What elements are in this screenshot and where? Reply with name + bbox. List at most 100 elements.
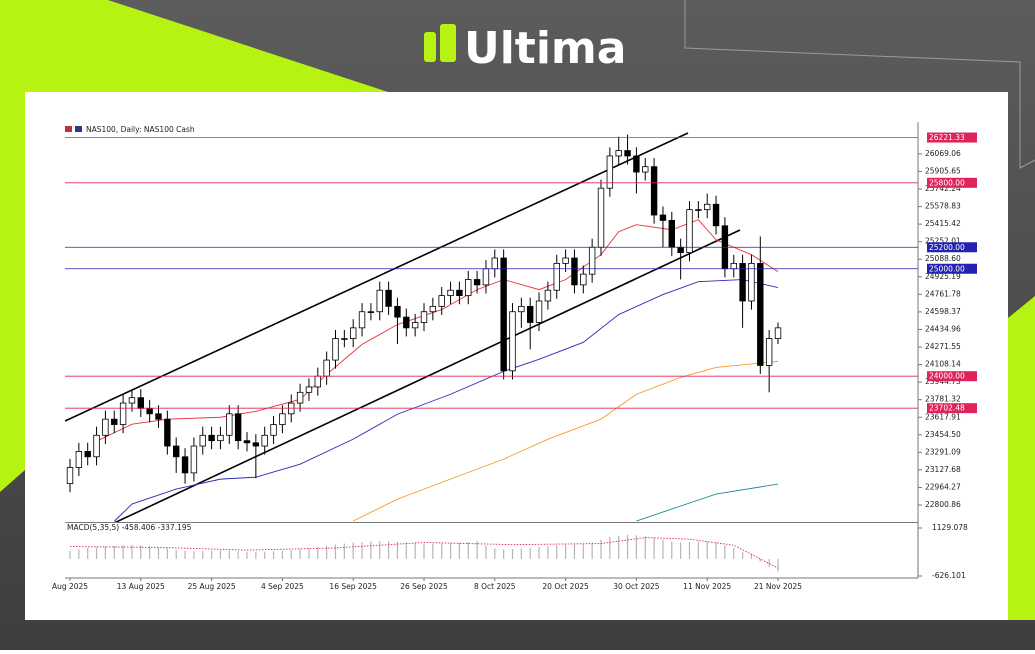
level-label: 25200.00 [929, 243, 965, 252]
x-tick-label: 8 Oct 2025 [474, 582, 516, 591]
candle-body [686, 209, 693, 254]
candle-body [84, 451, 91, 458]
moving-average [113, 279, 779, 522]
candle-body [429, 305, 437, 313]
logo-icon [424, 32, 436, 62]
x-tick-label: 26 Sep 2025 [400, 582, 448, 591]
candle-body [518, 305, 525, 313]
candle-body [341, 338, 348, 340]
accent-left [0, 0, 388, 492]
candle-body [296, 391, 304, 404]
macd-signal [69, 537, 779, 569]
y-tick-label: 22800.86 [925, 500, 961, 509]
y-tick-label: 25742.24 [925, 184, 961, 193]
level-label: 25000.00 [929, 264, 965, 273]
candle-body [438, 295, 445, 307]
candle-body [420, 311, 428, 323]
candle-body [447, 289, 454, 297]
level-tag [927, 403, 977, 414]
candle-body [456, 289, 463, 297]
y-tick-label: 23291.09 [925, 447, 961, 456]
candle-body [748, 262, 755, 302]
candle-body [588, 246, 596, 275]
chart-title: NAS100, Daily: NAS100 Cash [86, 125, 195, 134]
candle-body [279, 413, 286, 425]
candle-body [553, 262, 560, 291]
candle-body [765, 338, 773, 366]
candle-body [128, 397, 136, 404]
candle-body [580, 273, 587, 286]
candle-body [509, 311, 516, 372]
candle-body [757, 262, 764, 366]
candle-body [137, 397, 144, 409]
candle-body [305, 386, 313, 393]
x-tick-label: 30 Oct 2025 [613, 582, 660, 591]
candle-body [111, 418, 118, 425]
candle-body [544, 289, 552, 302]
candle-body [527, 305, 534, 323]
candle-body [226, 413, 233, 436]
candle-body [535, 300, 543, 323]
chart-panel [25, 92, 1008, 620]
accent-right [1008, 296, 1035, 620]
channel-lower [114, 229, 741, 522]
candle-body [411, 322, 419, 329]
candle-body [190, 445, 198, 474]
candle-body [234, 413, 242, 442]
level-tag [927, 242, 977, 253]
level-label: 23702.48 [929, 404, 965, 413]
candle-body [739, 262, 746, 302]
candle-body [314, 375, 321, 388]
moving-average [636, 483, 779, 522]
y-tick-label: 23617.91 [925, 412, 961, 421]
y-tick-label: 25905.65 [925, 166, 961, 175]
candle-body [252, 442, 260, 447]
logo: Ultima [424, 23, 626, 74]
candle-body [208, 434, 215, 442]
candle-body [659, 214, 667, 221]
level-tag [927, 132, 977, 143]
decor-outline [684, 0, 1035, 169]
channel-upper [65, 132, 689, 422]
macd-tick-label: 1129.078 [932, 523, 968, 532]
candle-body [217, 434, 224, 442]
y-tick-label: 25088.60 [925, 254, 961, 263]
candle-body [270, 424, 277, 436]
x-tick-label: 11 Nov 2025 [683, 582, 731, 591]
candle-body [75, 451, 83, 468]
candle-body [491, 257, 498, 270]
y-tick-label: 25415.42 [925, 219, 961, 228]
candle-body [349, 327, 357, 339]
candle-body [695, 209, 702, 211]
logo-text: Ultima [464, 23, 626, 74]
x-tick-label: 25 Aug 2025 [188, 582, 236, 591]
candle-body [181, 456, 189, 474]
candle-body [367, 311, 375, 313]
level-label: 25800.00 [929, 178, 965, 187]
macd-tick-label: -626.101 [932, 571, 966, 580]
candle-body [164, 418, 171, 447]
candle-body [332, 338, 339, 361]
candle-body [668, 220, 675, 248]
candle-body [394, 305, 401, 318]
symbol-icon [75, 126, 82, 132]
level-tag [927, 263, 977, 274]
y-tick-label: 24434.96 [925, 324, 961, 333]
candle-body [66, 467, 74, 485]
candle-body [465, 279, 472, 297]
candle-body [482, 268, 490, 286]
y-tick-label: 23944.73 [925, 377, 961, 386]
candle-body [385, 289, 392, 307]
candle-body [473, 279, 481, 286]
candle-body [633, 155, 640, 173]
plot [66, 134, 782, 522]
y-tick-label: 23454.50 [925, 430, 961, 439]
candle-body [358, 311, 366, 329]
candle-body [730, 262, 737, 270]
y-tick-label: 22964.27 [925, 482, 961, 491]
candle-body [615, 150, 622, 157]
y-tick-label: 24598.37 [925, 307, 961, 316]
level-label: 24000.00 [929, 372, 965, 381]
